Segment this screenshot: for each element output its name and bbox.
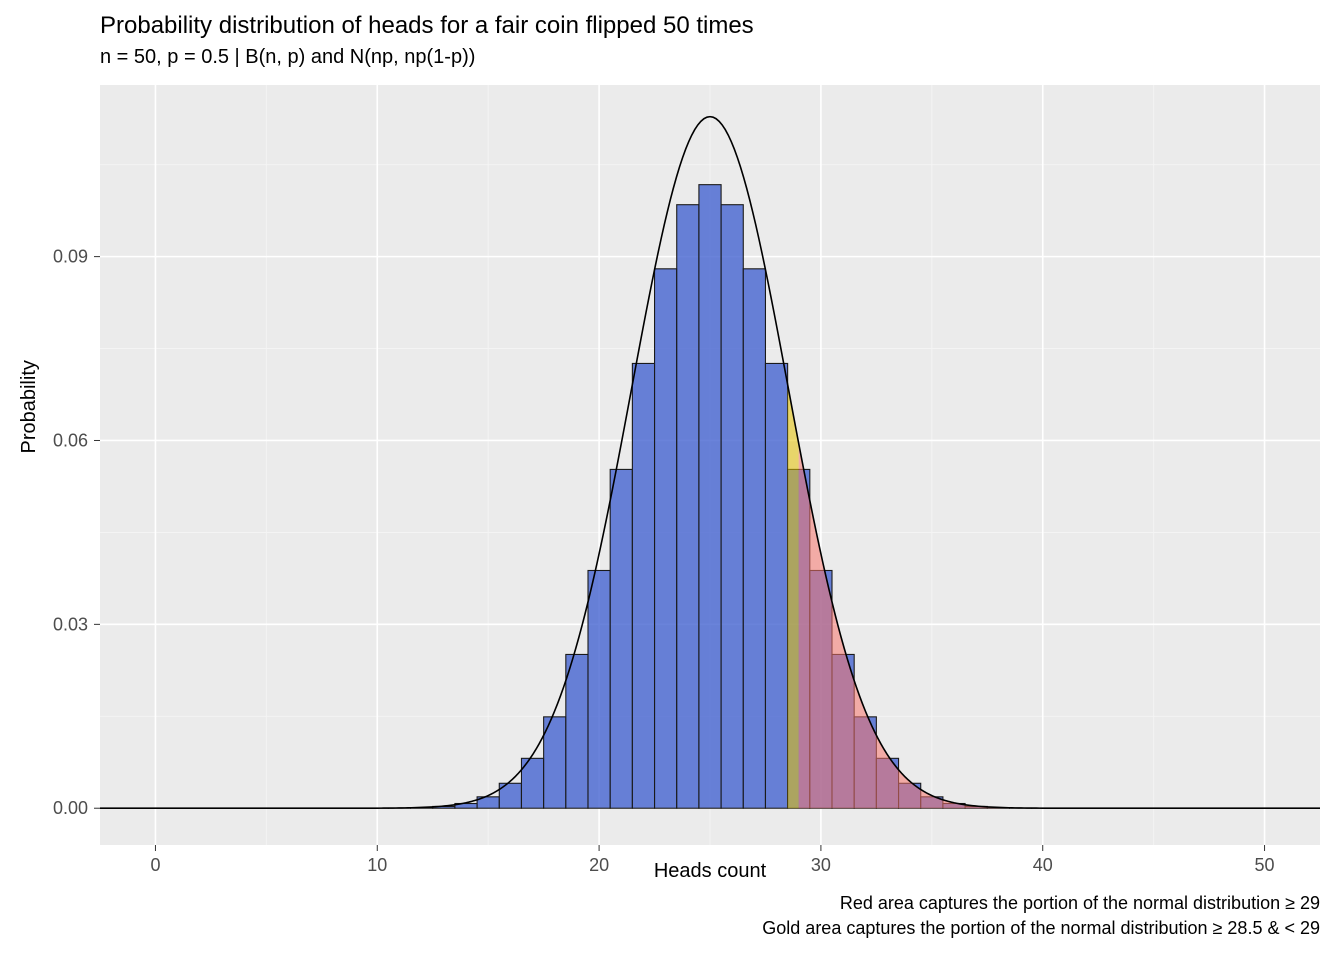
y-tick-label: 0.09 xyxy=(53,247,88,267)
plot-area: 010203040500.000.030.060.09 xyxy=(100,85,1320,845)
histogram-bar xyxy=(632,363,654,808)
chart-title: Probability distribution of heads for a … xyxy=(100,12,754,40)
caption-line-2: Gold area captures the portion of the no… xyxy=(762,918,1320,939)
y-tick-label: 0.03 xyxy=(53,614,88,634)
histogram-bar xyxy=(544,717,566,808)
histogram-bar xyxy=(699,185,721,809)
histogram-bar xyxy=(721,205,743,809)
histogram-bar xyxy=(743,269,765,808)
y-tick-label: 0.06 xyxy=(53,430,88,450)
histogram-bar xyxy=(677,205,699,809)
chart-subtitle: n = 50, p = 0.5 | B(n, p) and N(np, np(1… xyxy=(100,46,475,69)
chart-container: Probability distribution of heads for a … xyxy=(0,0,1344,960)
histogram-bar xyxy=(610,469,632,808)
histogram-bar xyxy=(765,363,787,808)
histogram-bar xyxy=(655,269,677,808)
gold-area xyxy=(788,385,799,809)
histogram-bar xyxy=(588,570,610,808)
histogram-bar xyxy=(566,654,588,808)
x-axis-title: Heads count xyxy=(100,860,1320,883)
y-axis-title: Probability xyxy=(18,360,41,453)
caption-line-1: Red area captures the portion of the nor… xyxy=(840,893,1320,914)
y-tick-label: 0.00 xyxy=(53,798,88,818)
